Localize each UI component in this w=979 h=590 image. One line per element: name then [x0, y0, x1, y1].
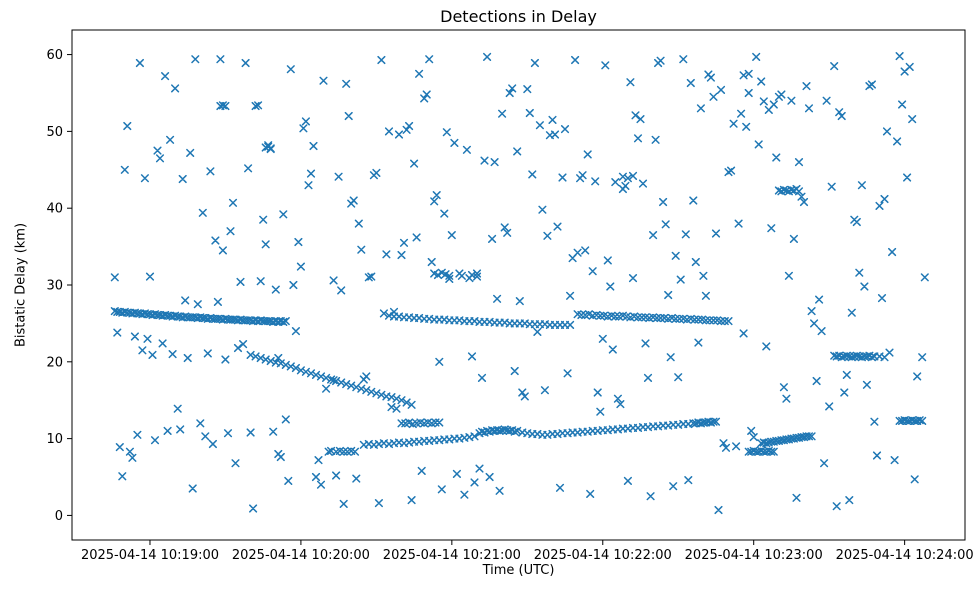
y-tick-label: 60 [46, 48, 63, 63]
x-tick-label: 2025-04-14 10:20:00 [232, 548, 370, 563]
y-tick-label: 0 [55, 509, 63, 524]
y-tick-label: 20 [46, 355, 63, 370]
x-axis-label: Time (UTC) [482, 563, 555, 578]
x-tick-label: 2025-04-14 10:24:00 [836, 548, 974, 563]
y-tick-label: 30 [46, 279, 63, 294]
x-tick-label: 2025-04-14 10:19:00 [81, 548, 219, 563]
scatter-points [110, 52, 929, 515]
x-tick-label: 2025-04-14 10:21:00 [383, 548, 521, 563]
y-tick-label: 40 [46, 202, 63, 217]
chart-title: Detections in Delay [440, 7, 597, 26]
x-tick-label: 2025-04-14 10:23:00 [685, 548, 823, 563]
x-tick-label: 2025-04-14 10:22:00 [534, 548, 672, 563]
y-tick-label: 10 [46, 432, 63, 447]
plot-area [71, 29, 966, 541]
y-axis-label: Bistatic Delay (km) [13, 222, 29, 348]
y-tick-label: 50 [46, 125, 63, 140]
